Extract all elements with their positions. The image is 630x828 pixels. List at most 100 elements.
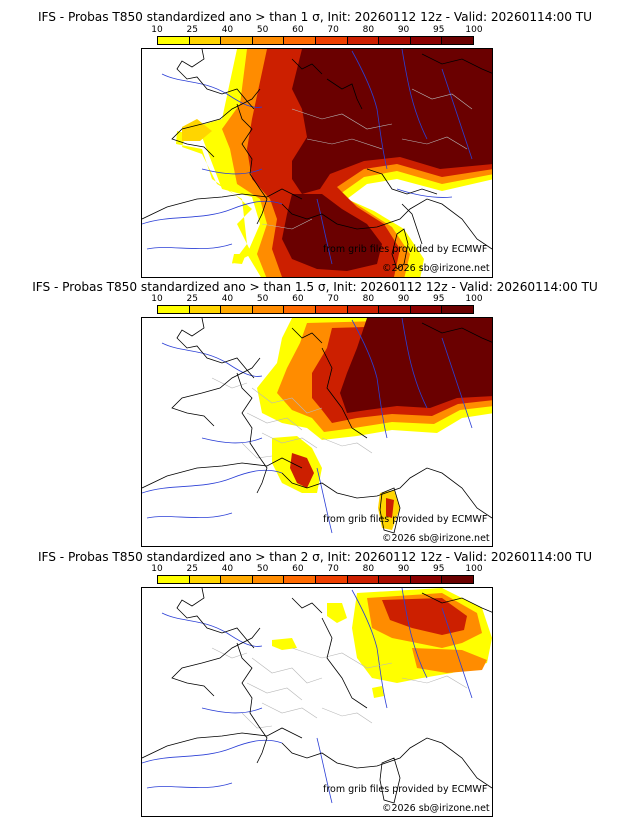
colorbar-tick-label: 80	[362, 564, 375, 574]
colorbar-swatch	[379, 576, 411, 583]
colorbar-tick-label: 70	[327, 294, 339, 304]
colorbar-tick-label: 50	[256, 564, 269, 574]
colorbar-tick-label: 60	[292, 25, 304, 35]
colorbar-tick-label: 90	[397, 25, 410, 35]
colorbar-tick-label: 40	[221, 25, 234, 35]
colorbar-swatch	[189, 576, 222, 583]
panel-title: IFS - Probas T850 standardized ano > tha…	[32, 280, 598, 294]
colorbar-tick-label: 90	[397, 294, 410, 304]
prob-region	[232, 254, 246, 264]
probability-field	[257, 318, 492, 530]
country-borders	[142, 318, 492, 534]
probability-map: from grib files provided by ECMWF ©2026 …	[141, 587, 493, 817]
panel-1: IFS - Probas T850 standardized ano > tha…	[0, 0, 630, 280]
probability-map: from grib files provided by ECMWF ©2026 …	[141, 317, 493, 547]
colorbar-tick-label: 70	[327, 25, 339, 35]
colorbar-swatch	[442, 306, 473, 313]
colorbar-swatch	[221, 576, 253, 583]
prob-region	[382, 598, 467, 635]
colorbar-boxes	[157, 575, 474, 584]
colorbar-swatch	[347, 37, 380, 44]
colorbar-tick-label: 10	[151, 25, 163, 35]
colorbar-swatch	[410, 306, 443, 313]
admin-borders	[261, 88, 473, 230]
map-svg	[142, 318, 492, 534]
prob-region	[182, 119, 212, 141]
colorbar-swatch	[221, 306, 253, 313]
prob-region	[412, 648, 487, 673]
colorbar-swatch	[315, 306, 348, 313]
admin-borders	[211, 377, 373, 459]
colorbar-swatch	[252, 576, 285, 583]
data-source-credit: from grib files provided by ECMWF	[323, 514, 488, 525]
colorbar-swatch	[284, 306, 316, 313]
panel-title: IFS - Probas T850 standardized ano > tha…	[37, 550, 593, 564]
map-svg	[142, 49, 492, 277]
colorbar-swatch	[347, 576, 380, 583]
colorbar-tick-label: 70	[327, 564, 339, 574]
map-svg	[142, 588, 492, 804]
colorbar-tick-label: 25	[186, 294, 198, 304]
prob-region	[282, 194, 382, 271]
colorbar-tick-label: 60	[292, 564, 304, 574]
colorbar-tick-label: 10	[151, 294, 163, 304]
colorbar-tick-label: 50	[256, 25, 269, 35]
colorbar-swatch	[347, 306, 380, 313]
probability-field	[272, 588, 492, 698]
colorbar: 10 25 40 50 60 70 80 90 95 100	[151, 25, 483, 51]
colorbar-tick-label: 25	[186, 25, 198, 35]
colorbar: 10 25 40 50 60 70 80 90 95 100	[151, 564, 483, 590]
colorbar-swatch	[189, 306, 222, 313]
colorbar-swatch	[315, 576, 348, 583]
colorbar-swatch	[284, 576, 316, 583]
colorbar-tick-label: 40	[221, 294, 234, 304]
colorbar-swatch	[442, 576, 473, 583]
colorbar-tick-label: 100	[465, 564, 483, 574]
colorbar-tick-label: 50	[256, 294, 269, 304]
colorbar-labels: 10 25 40 50 60 70 80 90 95 100	[151, 25, 482, 36]
colorbar-labels: 10 25 40 50 60 70 80 90 95 100	[151, 294, 482, 305]
colorbar-swatch	[158, 37, 190, 44]
colorbar-swatch	[379, 306, 411, 313]
colorbar: 10 25 40 50 60 70 80 90 95 100	[151, 294, 483, 320]
colorbar-swatch	[221, 37, 253, 44]
prob-region	[372, 686, 384, 698]
colorbar-swatch	[158, 306, 190, 313]
country-borders	[142, 588, 492, 804]
prob-region	[327, 603, 347, 623]
river-lines	[142, 588, 473, 804]
colorbar-swatch	[410, 576, 443, 583]
colorbar-swatch	[315, 37, 348, 44]
colorbar-tick-label: 100	[465, 25, 483, 35]
copyright-credit: ©2026 sb@irizone.net	[382, 803, 490, 814]
colorbar-tick-label: 90	[397, 564, 410, 574]
colorbar-tick-label: 80	[362, 294, 375, 304]
probability-map: from grib files provided by ECMWF ©2026 …	[141, 48, 493, 278]
colorbar-tick-label: 40	[221, 564, 234, 574]
data-source-credit: from grib files provided by ECMWF	[323, 784, 488, 795]
colorbar-tick-label: 60	[292, 294, 304, 304]
admin-borders	[211, 647, 468, 729]
colorbar-swatch	[442, 37, 473, 44]
colorbar-tick-label: 25	[186, 564, 198, 574]
copyright-credit: ©2026 sb@irizone.net	[382, 533, 490, 544]
colorbar-tick-label: 80	[362, 25, 375, 35]
prob-region	[292, 49, 492, 194]
colorbar-swatch	[379, 37, 411, 44]
colorbar-tick-label: 95	[433, 294, 445, 304]
probability-field	[176, 49, 492, 277]
colorbar-boxes	[157, 36, 474, 45]
colorbar-swatch	[284, 37, 316, 44]
panel-2: IFS - Probas T850 standardized ano > tha…	[0, 270, 630, 550]
prob-region	[386, 498, 394, 518]
colorbar-tick-label: 95	[433, 25, 445, 35]
colorbar-swatch	[189, 37, 222, 44]
prob-region	[340, 318, 492, 413]
colorbar-boxes	[157, 305, 474, 314]
copyright-credit: ©2026 sb@irizone.net	[382, 263, 490, 274]
colorbar-swatch	[410, 37, 443, 44]
data-source-credit: from grib files provided by ECMWF	[323, 244, 488, 255]
colorbar-labels: 10 25 40 50 60 70 80 90 95 100	[151, 564, 482, 575]
country-borders	[142, 49, 492, 270]
colorbar-swatch	[252, 37, 285, 44]
